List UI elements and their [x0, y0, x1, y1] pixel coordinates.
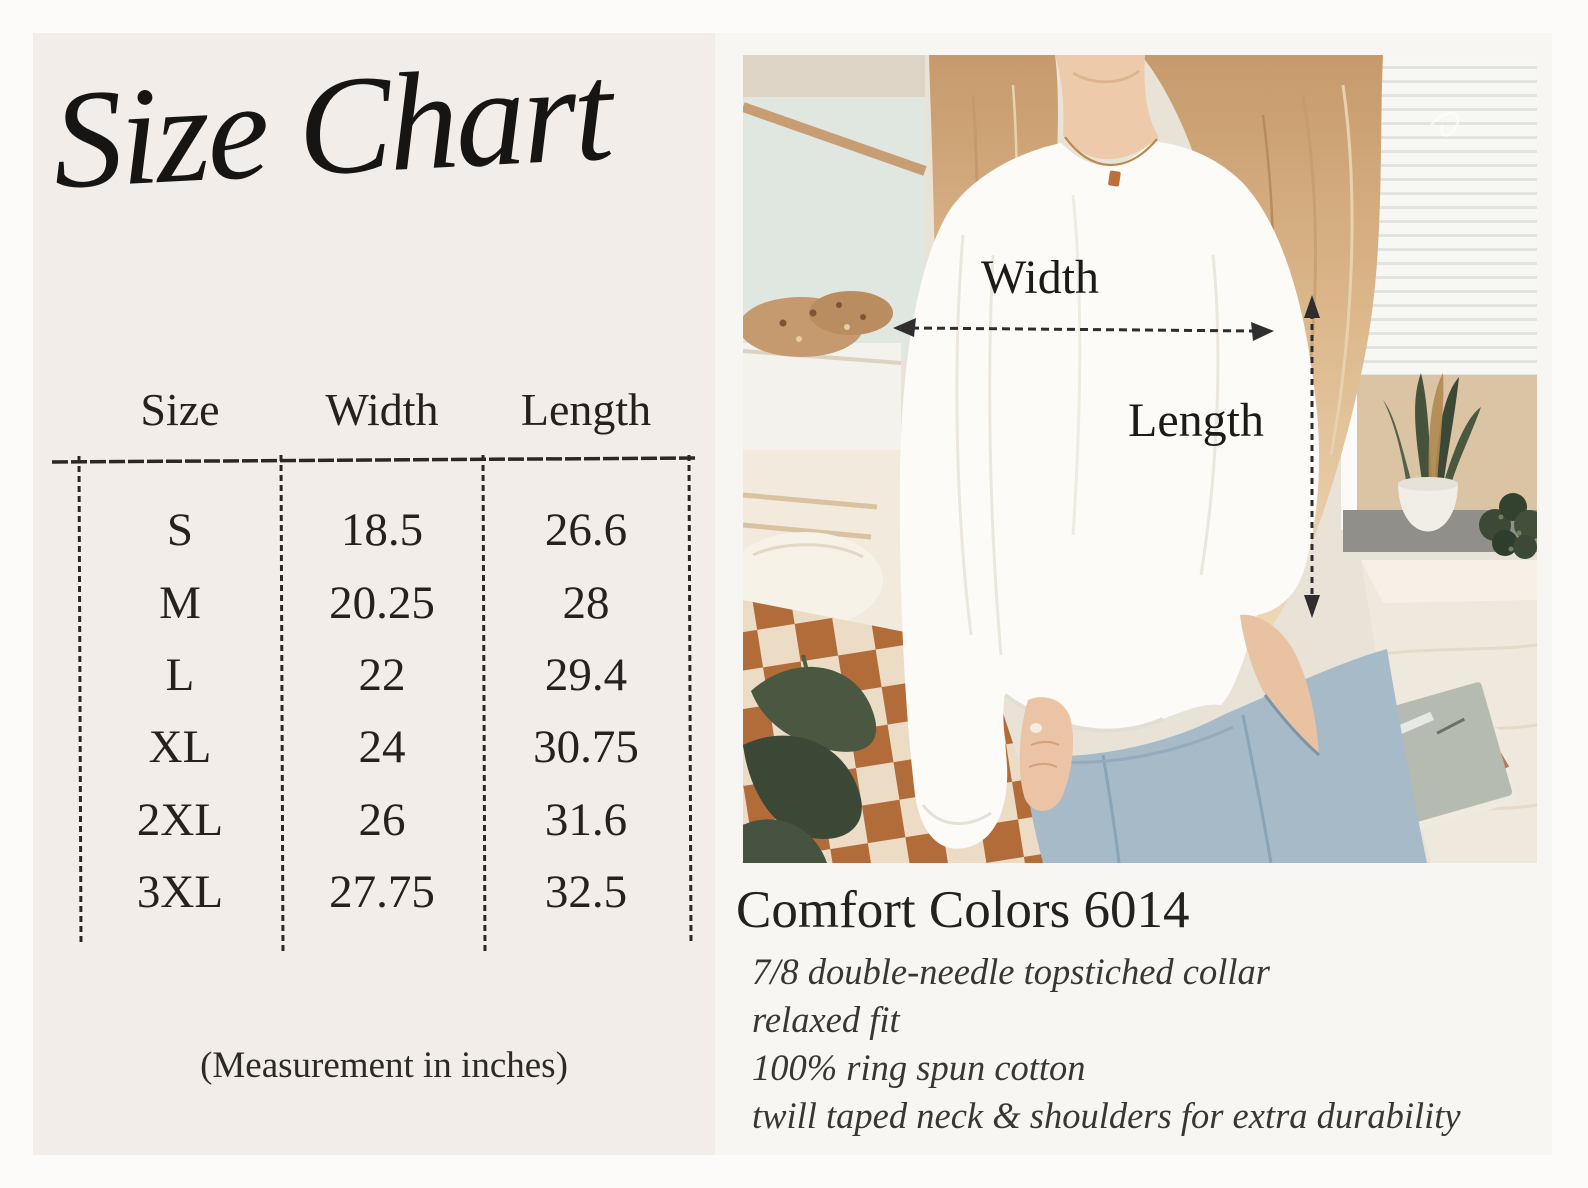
- floor-plant-leaves: [743, 654, 877, 863]
- shirt: [899, 141, 1320, 849]
- table-cell: 22: [358, 648, 406, 701]
- column-header-length: Length: [520, 384, 652, 435]
- width-annotation-label: Width: [980, 251, 1100, 304]
- table-cell: S: [166, 504, 194, 557]
- width-arrow: [893, 318, 1274, 341]
- product-features: 7/8 double-needle topstiched collar rela…: [752, 948, 1461, 1140]
- table-cell: 28: [562, 576, 610, 629]
- size-table: S 18.5 26.6 M 20.25 28 L 22 29.4 XL 24 3…: [79, 494, 689, 928]
- neck: [1055, 55, 1159, 160]
- table-cell: M: [159, 576, 201, 629]
- table-cell: 24: [358, 721, 406, 774]
- table-cell: XL: [148, 721, 212, 774]
- table-cell: 30.75: [533, 721, 639, 774]
- table-cell: 27.75: [329, 866, 435, 919]
- forearm: [1240, 614, 1319, 755]
- feature-item: 7/8 double-needle topstiched collar: [752, 951, 1270, 992]
- column-header-width: Width: [325, 384, 439, 435]
- feature-item: 100% ring spun cotton: [752, 1047, 1086, 1088]
- table-cell: L: [165, 648, 195, 701]
- table-cell: 26.6: [544, 504, 628, 557]
- table-cell: 20.25: [329, 576, 435, 629]
- left-panel: [33, 33, 715, 1155]
- table-cell: 29.4: [544, 648, 628, 701]
- length-annotation-label: Length: [1128, 394, 1264, 447]
- length-arrow: [1304, 295, 1320, 618]
- product-photo: [743, 55, 1537, 863]
- feature-item: twill taped neck & shoulders for extra d…: [752, 1095, 1461, 1136]
- measurement-note: (Measurement in inches): [200, 1045, 568, 1086]
- product-name: Comfort Colors 6014: [736, 881, 1190, 939]
- model: [899, 55, 1427, 863]
- table-cell: 2XL: [136, 793, 224, 846]
- table-cell: 31.6: [544, 793, 628, 846]
- table-cell: 18.5: [340, 504, 424, 557]
- watermark-signature: [1430, 112, 1460, 137]
- feature-item: relaxed fit: [752, 999, 900, 1040]
- potted-plants: [1383, 373, 1537, 559]
- jeans: [1023, 649, 1427, 863]
- table-cell: 3XL: [136, 866, 224, 919]
- table-cell: 26: [358, 793, 406, 846]
- photo-scene: [743, 55, 1537, 863]
- column-header-size: Size: [140, 384, 220, 435]
- table-cell: 32.5: [544, 866, 628, 919]
- necklace: [1064, 136, 1158, 167]
